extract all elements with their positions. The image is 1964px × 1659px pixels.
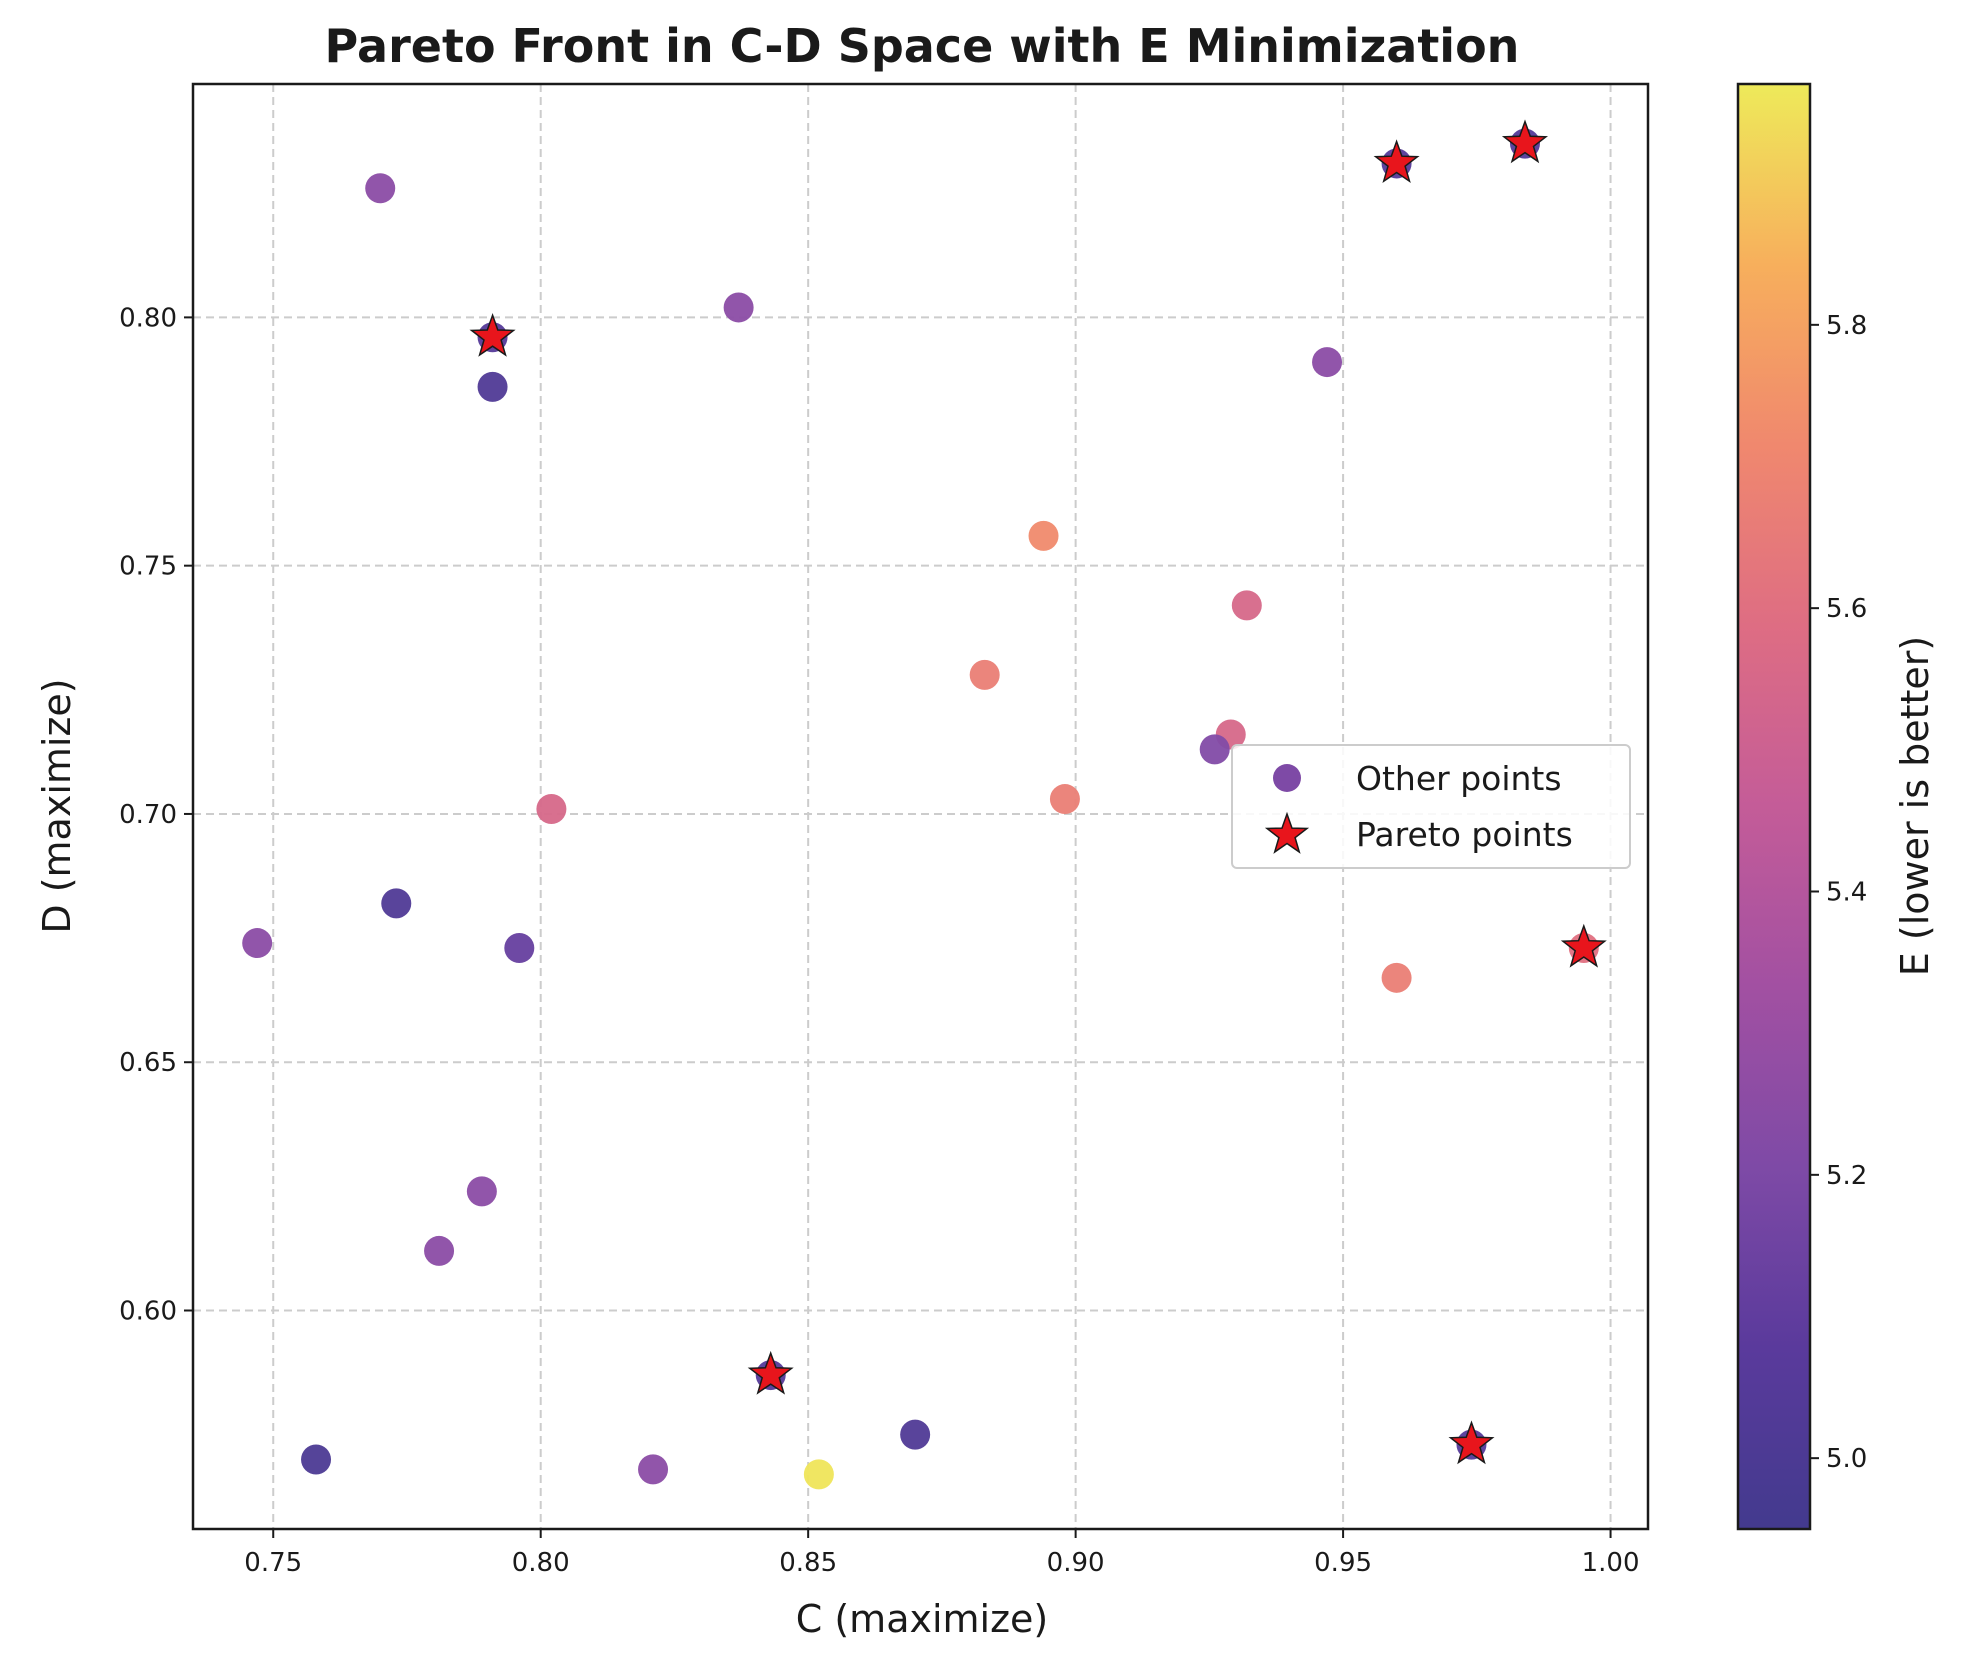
other-point — [504, 933, 535, 964]
legend-other-marker — [1273, 764, 1301, 792]
other-point — [466, 1176, 497, 1207]
x-tick-label: 0.75 — [244, 1548, 302, 1578]
chart-title: Pareto Front in C-D Space with E Minimiz… — [325, 19, 1520, 73]
y-tick-label: 0.60 — [119, 1297, 177, 1327]
other-points-group — [242, 173, 1412, 1490]
other-point — [900, 1419, 931, 1450]
other-point — [242, 928, 273, 959]
other-point — [301, 1444, 332, 1475]
colorbar-tick-label: 5.6 — [1826, 594, 1867, 624]
legend-pareto-marker — [1264, 811, 1310, 854]
colorbar-tick-label: 5.0 — [1826, 1444, 1867, 1474]
other-point — [803, 1459, 834, 1490]
colorbar-ticks: 5.0 5.2 5.4 5.6 5.8 — [1810, 311, 1867, 1474]
other-point — [1028, 520, 1059, 551]
other-point — [424, 1235, 455, 1266]
colorbar-tick-label: 5.8 — [1826, 311, 1867, 341]
legend-box — [1231, 744, 1631, 869]
other-point — [638, 1454, 669, 1485]
pareto-points-group — [469, 119, 1607, 1465]
x-tick-label: 1.00 — [1582, 1548, 1640, 1578]
legend: Other points Pareto points — [1231, 744, 1631, 869]
other-point — [723, 292, 754, 323]
x-tick-label: 0.80 — [512, 1548, 570, 1578]
colorbar-frame — [1736, 82, 1812, 1531]
other-point — [477, 371, 508, 402]
x-axis-ticks: 0.75 0.80 0.85 0.90 0.95 1.00 — [244, 1529, 1640, 1578]
colorbar-tick-label: 5.2 — [1826, 1161, 1867, 1191]
y-tick-label: 0.70 — [119, 800, 177, 830]
legend-pareto-label: Pareto points — [1356, 815, 1573, 854]
other-point — [365, 173, 396, 204]
other-point — [381, 888, 412, 919]
other-point — [536, 793, 567, 824]
y-tick-label: 0.65 — [119, 1048, 177, 1078]
y-tick-label: 0.80 — [119, 303, 177, 333]
other-point — [1312, 347, 1343, 378]
x-tick-label: 0.90 — [1047, 1548, 1105, 1578]
pareto-point-star — [1560, 923, 1607, 968]
y-axis-ticks: 0.60 0.65 0.70 0.75 0.80 — [119, 303, 193, 1327]
y-axis-label: D (maximize) — [35, 678, 79, 933]
colorbar-label: E (lower is better) — [1893, 636, 1937, 976]
other-point — [1381, 962, 1412, 993]
other-point — [969, 659, 1000, 690]
colorbar: 5.0 5.2 5.4 5.6 5.8 E (lower is better) — [1736, 82, 1937, 1531]
other-point — [1049, 784, 1080, 815]
pareto-point-star — [1373, 139, 1420, 183]
x-axis-label: C (maximize) — [796, 1597, 1049, 1641]
pareto-point-star — [1448, 1420, 1495, 1465]
pareto-point-star — [1501, 119, 1549, 164]
pareto-point-star — [469, 312, 516, 357]
pareto-point-star — [747, 1350, 794, 1395]
x-tick-label: 0.85 — [779, 1548, 837, 1578]
other-point — [1199, 734, 1230, 765]
other-point — [1231, 590, 1262, 621]
legend-other-label: Other points — [1356, 759, 1562, 798]
colorbar-tick-label: 5.4 — [1826, 878, 1867, 908]
x-tick-label: 0.95 — [1314, 1548, 1372, 1578]
y-tick-label: 0.75 — [119, 552, 177, 582]
plot-frame — [191, 82, 1650, 1531]
colorbar-gradient — [1738, 84, 1810, 1529]
